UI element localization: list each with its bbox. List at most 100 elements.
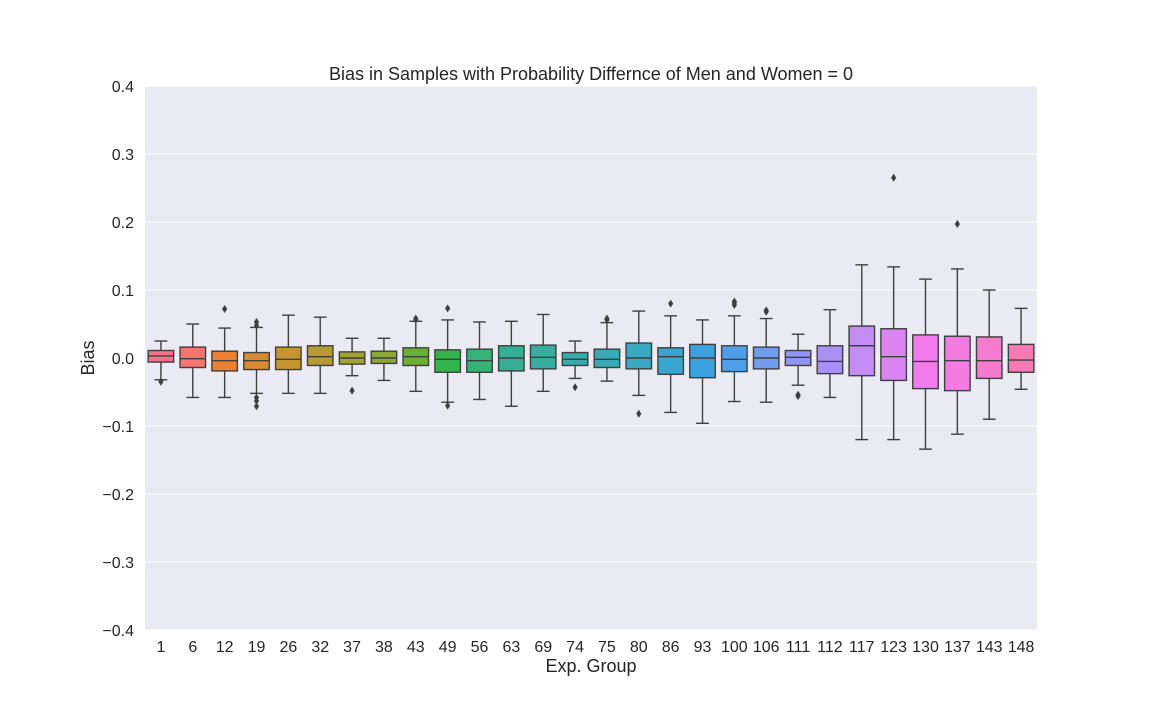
x-tick-label: 130 — [912, 639, 939, 656]
box-group — [402, 314, 430, 393]
x-tick-label: 49 — [439, 639, 457, 656]
x-tick-label: 143 — [976, 639, 1003, 656]
outlier-point — [891, 173, 897, 182]
x-tick-label: 117 — [849, 639, 875, 656]
box-group — [657, 299, 685, 414]
x-tick-label: 75 — [598, 639, 616, 656]
box-group — [816, 309, 844, 399]
box-group — [147, 340, 175, 386]
y-tick-label: 0.1 — [112, 283, 134, 300]
outlier-point — [413, 314, 419, 323]
box — [943, 335, 971, 392]
x-tick-label: 1 — [156, 639, 165, 656]
box — [880, 328, 908, 382]
outlier-point — [636, 409, 642, 418]
y-tick-label: 0.0 — [112, 351, 134, 368]
x-tick-label: 123 — [880, 639, 907, 656]
box-group — [497, 320, 525, 407]
box-group — [306, 316, 334, 395]
outlier-point — [445, 304, 451, 313]
outlier-point — [349, 386, 355, 395]
x-tick-labels: 1 6 12 19 26 32 37 38 43 49 56 63 69 74 75 80 86 93 100 106… — [156, 639, 1034, 656]
outlier-point — [763, 306, 769, 315]
x-tick-label: 69 — [534, 639, 552, 656]
outlier-point — [572, 383, 578, 392]
outlier-point — [954, 220, 960, 229]
box — [434, 349, 462, 373]
x-tick-label: 63 — [502, 639, 520, 656]
outlier-point — [253, 402, 260, 411]
box-group — [466, 321, 493, 401]
box-group — [274, 314, 302, 395]
x-tick-label: 74 — [566, 639, 584, 656]
outlier-point — [158, 377, 164, 386]
x-tick-label: 106 — [753, 639, 780, 656]
x-tick-label: 37 — [343, 639, 361, 656]
box-group — [784, 333, 812, 401]
box — [274, 346, 302, 371]
box-group — [593, 314, 621, 382]
x-tick-label: 80 — [630, 639, 648, 656]
outlier-point — [668, 299, 674, 308]
box — [625, 342, 653, 370]
x-tick-label: 32 — [311, 639, 329, 656]
box-group — [243, 317, 270, 411]
x-tick-label: 100 — [721, 639, 748, 656]
x-tick-label: 43 — [407, 639, 425, 656]
box-group — [1007, 307, 1035, 390]
outlier-point — [731, 297, 737, 306]
y-tick-label: 0.2 — [112, 215, 134, 232]
box-group — [880, 173, 908, 441]
outlier-point — [253, 396, 260, 405]
box — [975, 336, 1003, 380]
box-group — [975, 289, 1003, 420]
box-group — [370, 337, 398, 382]
x-tick-label: 148 — [1008, 639, 1035, 656]
outlier-point — [222, 305, 228, 314]
box-group — [912, 278, 939, 450]
box-group — [179, 323, 207, 399]
box-group — [338, 337, 366, 395]
y-tick-label: −0.2 — [102, 487, 134, 504]
outlier-point — [445, 401, 451, 410]
box — [179, 346, 207, 369]
box-group — [211, 305, 239, 399]
box — [816, 345, 844, 375]
box — [593, 348, 621, 369]
box — [848, 325, 876, 377]
x-tick-label: 137 — [944, 639, 971, 656]
x-tick-label: 38 — [375, 639, 393, 656]
box — [689, 343, 716, 379]
box — [306, 345, 334, 367]
box — [1007, 343, 1035, 373]
x-tick-label: 56 — [471, 639, 489, 656]
x-tick-label: 12 — [216, 639, 234, 656]
y-axis-label: Bias — [78, 340, 98, 375]
outlier-point — [253, 317, 260, 326]
box — [657, 347, 685, 376]
x-tick-label: 86 — [662, 639, 680, 656]
x-tick-label: 93 — [694, 639, 712, 656]
x-tick-label: 19 — [248, 639, 266, 656]
y-tick-label: 0.3 — [112, 147, 134, 164]
box-group — [720, 297, 748, 403]
y-tick-label: −0.4 — [102, 623, 134, 640]
x-tick-label: 112 — [817, 639, 843, 656]
y-tick-label: −0.1 — [102, 419, 134, 436]
y-tick-labels: −0.4 −0.3 −0.2 −0.1 0.0 0.1 0.2 0.3 0.4 — [102, 79, 134, 640]
x-tick-label: 26 — [279, 639, 297, 656]
chart-title: Bias in Samples with Probability Differn… — [329, 64, 853, 84]
box-group — [689, 319, 716, 424]
gridlines — [145, 85, 1037, 631]
x-tick-label: 111 — [786, 639, 810, 656]
x-tick-label: 6 — [188, 639, 197, 656]
box-group — [848, 264, 876, 441]
box-group — [529, 313, 557, 393]
box-group — [561, 340, 589, 392]
y-tick-label: 0.4 — [112, 79, 134, 96]
boxes — [147, 173, 1035, 450]
outlier-point — [604, 314, 610, 323]
box-group — [434, 304, 462, 410]
